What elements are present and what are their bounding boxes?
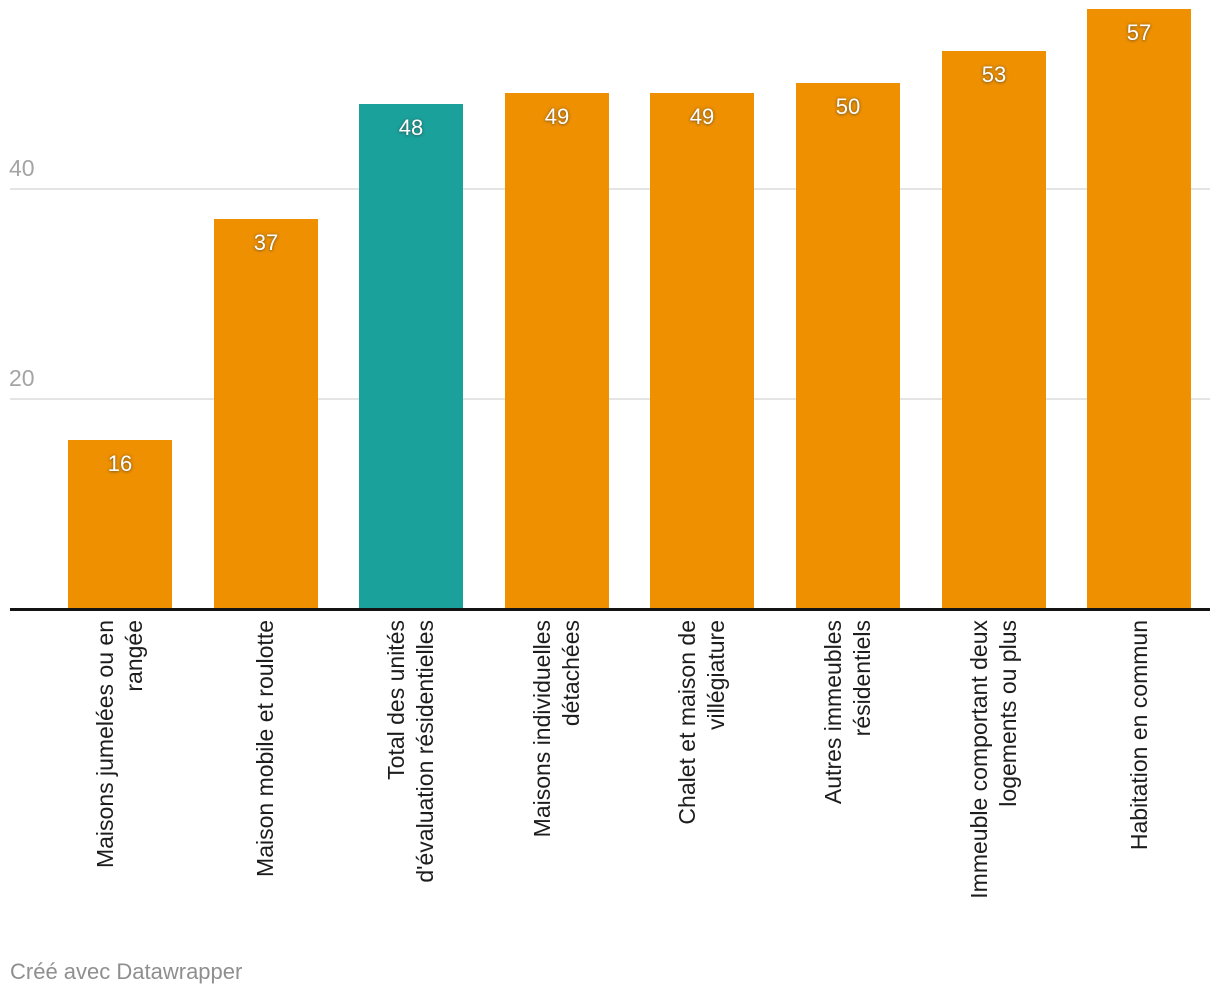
- category-label-1: Maison mobile et roulotte: [251, 620, 280, 950]
- category-label-line: rangée: [121, 620, 147, 692]
- category-label-line: d'évaluation résidentielles: [412, 620, 438, 883]
- bar-value-label: 37: [253, 230, 279, 255]
- y-tick-label-40: 40: [9, 155, 35, 181]
- footer: Créé avec Datawrapper: [10, 959, 242, 985]
- category-label-4: Chalet et maison de villégiature: [673, 620, 731, 950]
- bar-4[interactable]: 49: [650, 93, 754, 608]
- datawrapper-credit[interactable]: Créé avec Datawrapper: [10, 959, 243, 984]
- category-label-line: logements ou plus: [995, 620, 1021, 807]
- gridline-20: [10, 398, 1210, 400]
- x-axis-line: [10, 608, 1210, 611]
- category-label-line: Chalet et maison de: [674, 620, 700, 825]
- category-label-7: Habitation en commun: [1125, 620, 1154, 950]
- category-label-3: Maisons individuelles détachées: [528, 620, 586, 950]
- category-label-6: Immeuble comportant deux logements ou plu…: [965, 620, 1023, 950]
- bar-0[interactable]: 16: [68, 440, 172, 608]
- bar-value-label: 57: [1126, 20, 1152, 45]
- category-label-2: Total des unités d'évaluation résidentiel…: [382, 620, 440, 950]
- plot-area: 20 40 16 37 48 49 49 50 53 57: [9, 9, 1210, 611]
- category-label-line: Maisons jumelées ou en: [92, 620, 118, 869]
- bar-5[interactable]: 50: [796, 83, 900, 608]
- category-label-0: Maisons jumelées ou en rangée: [91, 620, 149, 950]
- gridline-40: [10, 188, 1210, 190]
- bar-value-label: 50: [835, 94, 861, 119]
- bar-3[interactable]: 49: [505, 93, 609, 608]
- bar-value-label: 48: [398, 115, 424, 140]
- category-label-5: Autres immeubles résidentiels: [819, 620, 877, 950]
- category-label-line: Total des unités: [383, 620, 409, 780]
- bar-value-label: 16: [107, 451, 133, 476]
- category-label-line: Maison mobile et roulotte: [252, 620, 278, 877]
- category-label-line: Maisons individuelles: [529, 620, 555, 838]
- bar-value-label: 53: [981, 62, 1007, 87]
- category-label-line: Immeuble comportant deux: [966, 620, 992, 899]
- bar-6[interactable]: 53: [942, 51, 1046, 608]
- category-label-line: Autres immeubles: [820, 620, 846, 805]
- category-label-line: villégiature: [703, 620, 729, 730]
- bar-7[interactable]: 57: [1087, 9, 1191, 608]
- category-label-line: résidentiels: [849, 620, 875, 737]
- y-tick-label-20: 20: [9, 365, 35, 391]
- category-label-line: Habitation en commun: [1126, 620, 1152, 851]
- bar-value-label: 49: [689, 104, 715, 129]
- bar-value-label: 49: [544, 104, 570, 129]
- bar-1[interactable]: 37: [214, 219, 318, 608]
- category-label-line: détachées: [558, 620, 584, 727]
- bar-2[interactable]: 48: [359, 104, 463, 608]
